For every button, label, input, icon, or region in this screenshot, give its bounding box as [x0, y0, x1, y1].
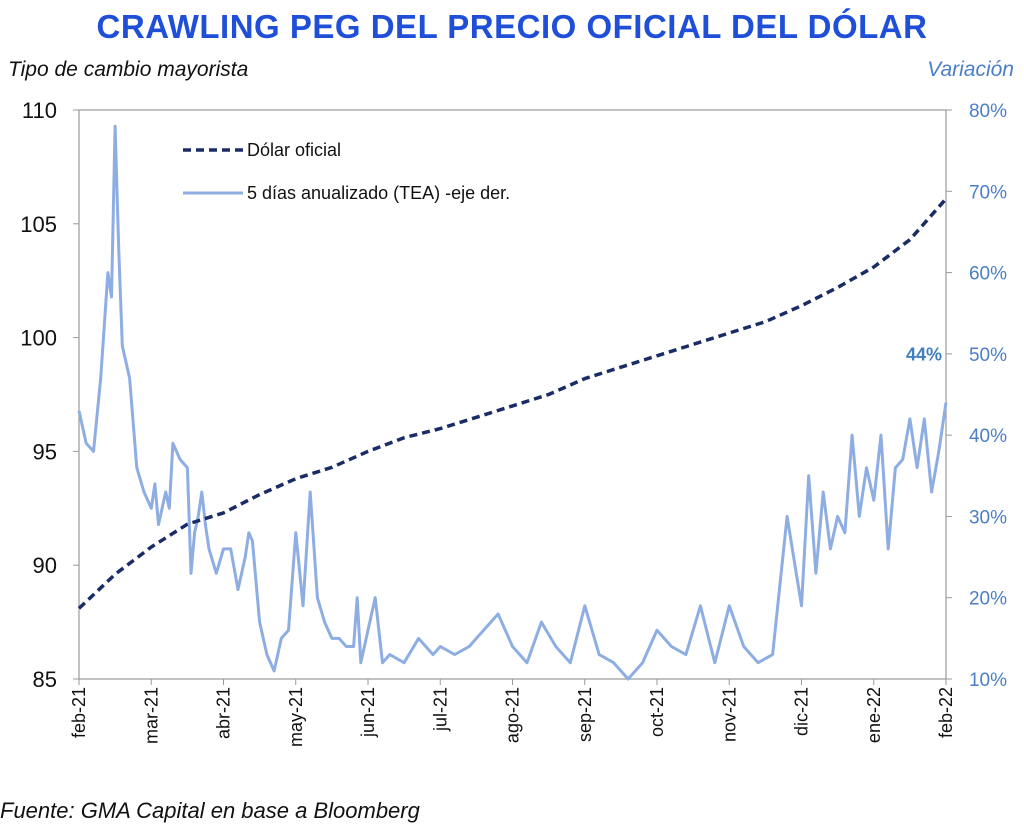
series-group: [77, 124, 948, 681]
right-axis-title: Variación: [927, 58, 1014, 81]
x-tick-label: jul-21: [430, 687, 450, 732]
legend-label-official: Dólar oficial: [247, 140, 341, 160]
right-tick-label: 60%: [969, 264, 1007, 285]
series-line-tea: [77, 124, 948, 681]
x-tick-label: feb-22: [936, 687, 956, 738]
x-tick-label: ene-22: [864, 687, 884, 743]
right-tick-label: 80%: [969, 101, 1007, 122]
right-tick-label: 30%: [969, 507, 1007, 528]
left-tick-label: 100: [20, 326, 57, 351]
x-tick-label: jun-21: [358, 687, 378, 738]
right-tick-label: 50%: [969, 345, 1007, 366]
x-tick-label: may-21: [286, 687, 306, 747]
x-tick-label: nov-21: [719, 687, 739, 742]
right-tick-label: 70%: [969, 182, 1007, 203]
x-tick-label: abr-21: [214, 687, 234, 739]
left-axis-title: Tipo de cambio mayorista: [8, 58, 249, 81]
annotation-label: 44%: [906, 345, 942, 365]
x-tick-label: dic-21: [792, 687, 812, 736]
left-tick-label: 95: [33, 439, 57, 464]
left-tick-label: 105: [20, 212, 57, 237]
plot-frame: [78, 109, 947, 680]
left-tick-label: 110: [22, 98, 57, 123]
x-tick-label: feb-21: [69, 687, 89, 738]
legend: Dólar oficial 5 días anualizado (TEA) -ej…: [183, 140, 510, 203]
x-tick-label: mar-21: [141, 687, 161, 744]
axes-group: 110 105 100 95 90 85 80% 70% 60% 50% 40% 30% 20% 10% f…: [20, 98, 1007, 747]
chart-title: CRAWLING PEG DEL PRECIO OFICIAL DEL DÓLA…: [96, 8, 928, 45]
x-tick-label: sep-21: [575, 687, 595, 742]
x-tick-label: oct-21: [647, 687, 667, 737]
right-tick-label: 40%: [969, 426, 1007, 447]
legend-label-tea: 5 días anualizado (TEA) -eje der.: [247, 183, 510, 203]
right-tick-label: 20%: [969, 589, 1007, 610]
series-line-official: [77, 197, 948, 610]
left-tick-label: 85: [33, 667, 57, 692]
x-tick-label: ago-21: [503, 687, 523, 743]
left-tick-label: 90: [33, 553, 57, 578]
source-note: Fuente: GMA Capital en base a Bloomberg: [0, 798, 420, 823]
right-tick-label: 10%: [969, 670, 1007, 691]
annotation-group: 44%: [906, 345, 942, 365]
